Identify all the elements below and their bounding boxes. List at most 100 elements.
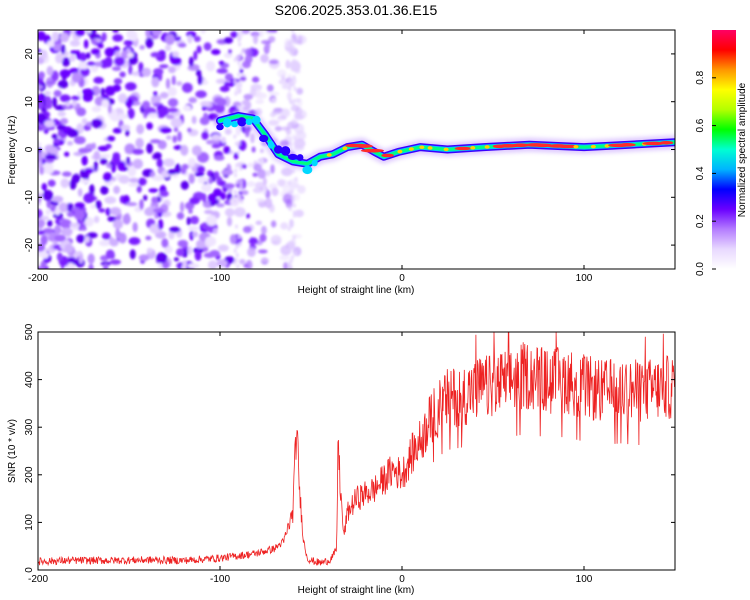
spectrogram-noise-blob: [59, 69, 71, 78]
spectrogram-noise-blob: [86, 52, 91, 59]
spectrogram-noise-blob: [168, 66, 176, 74]
spectrogram-noise-blob: [291, 245, 295, 250]
spectrogram-noise-blob: [124, 82, 137, 91]
ridge-blob: [252, 115, 261, 125]
spectrogram-x-tick-label: 0: [399, 273, 405, 284]
spectrogram-noise-blob: [71, 72, 82, 83]
spectrogram-noise-blob: [98, 208, 106, 213]
spectrogram-noise-blob: [54, 224, 62, 235]
spectrogram-noise-blob: [182, 105, 192, 112]
ridge-blob: [216, 123, 224, 131]
spectrogram-x-tick-label: -200: [28, 273, 48, 284]
spectrogram-noise-blob: [265, 189, 271, 199]
ridge-blob: [280, 146, 291, 156]
spectrogram-noise-blob: [195, 239, 204, 249]
spectrogram-noise-blob: [181, 82, 193, 93]
ridge-hotspot: [326, 153, 332, 157]
colorbar-ticks: 0.0 0.2 0.4 0.6 0.8: [695, 70, 716, 276]
spectrogram-noise-blob: [46, 198, 52, 209]
spectrogram-noise-blob: [210, 48, 221, 56]
spectrogram-noise-blob: [217, 244, 229, 252]
spectrogram-y-tick-label: -20: [24, 237, 35, 252]
spectrogram-noise-blob: [202, 193, 207, 203]
spectrogram-noise-blob: [38, 71, 46, 79]
spectrogram-noise-blob: [103, 56, 113, 68]
spectrogram-noise-blob: [294, 120, 298, 125]
spectrogram-noise-blob: [170, 56, 182, 66]
spectrogram-noise-blob: [197, 151, 210, 163]
spectrogram-noise-blob: [99, 158, 108, 165]
ridge-hotspot: [356, 144, 373, 148]
spectrogram-noise-blob: [47, 179, 56, 187]
spectrogram-noise-blob: [120, 124, 131, 131]
spectrogram-noise-blob: [239, 187, 243, 192]
spectrogram-noise-blob: [42, 163, 54, 169]
snr-x-tick-label: -200: [28, 574, 48, 585]
spectrogram-noise-blob: [255, 99, 265, 104]
ridge-hotspot: [484, 145, 490, 149]
spectrogram-noise-blob: [159, 64, 169, 69]
spectrogram-noise-blob: [46, 80, 57, 85]
ridge-hotspot: [408, 147, 414, 151]
spectrogram-noise-blob: [213, 97, 224, 104]
spectrogram-y-tick-label: -10: [24, 190, 35, 205]
spectrogram-noise-blob: [270, 234, 282, 246]
spectrogram-noise-blob: [117, 93, 128, 104]
spectrogram-noise-blob: [190, 215, 200, 225]
spectrogram-noise-blob: [271, 97, 277, 104]
spectrogram-noise-blob: [85, 143, 96, 150]
snr-y-tick-label: 400: [24, 371, 35, 388]
spectrogram-noise-blob: [51, 201, 59, 206]
spectrogram-noise-blob: [51, 133, 58, 140]
spectrogram-noise-blob: [291, 77, 297, 84]
spectrogram-noise-blob: [281, 167, 293, 177]
spectrogram-noise-blob: [100, 87, 105, 96]
spectrogram-noise-blob: [84, 167, 94, 174]
spectrogram-noise-blob: [38, 113, 47, 123]
spectrogram-noise-blob: [238, 242, 242, 247]
spectrogram-noise-blob: [44, 120, 55, 128]
spectrogram-noise-blob: [194, 250, 202, 261]
spectrogram-noise-blob: [128, 182, 140, 187]
spectrogram-noise-blob: [294, 69, 301, 74]
spectrogram-noise-blob: [238, 88, 242, 93]
spectrogram-noise-blob: [40, 260, 47, 269]
ridge-hotspot: [454, 146, 472, 151]
spectrogram-noise-blob: [244, 127, 250, 138]
spectrogram-noise-blob: [125, 202, 138, 207]
spectrogram-noise-blob: [279, 255, 291, 261]
spectrogram-noise-blob: [45, 209, 51, 216]
spectrogram-noise-blob: [43, 166, 54, 174]
spectrogram-noise-blob: [268, 119, 280, 126]
spectrogram-noise-blob: [243, 93, 253, 101]
colorbar-tick-label: 0.6: [695, 118, 706, 132]
spectrogram-noise-blob: [44, 90, 51, 96]
spectrogram-noise-blob: [224, 208, 235, 217]
spectrogram-noise-blob: [53, 138, 61, 144]
spectrogram-noise-blob: [86, 61, 96, 66]
snr-x-axis-title: Height of straight line (km): [298, 585, 415, 596]
snr-x-tick-label: 0: [399, 574, 405, 585]
spectrogram-noise-blob: [288, 129, 292, 134]
spectrogram-noise-blob: [40, 251, 49, 259]
spectrogram-noise-blob: [146, 142, 153, 154]
spectrogram-noise-blob: [164, 246, 173, 254]
spectrogram-noise-blob: [251, 146, 256, 153]
spectrogram-y-tick-label: 0: [24, 146, 35, 152]
spectrogram-noise-blob: [89, 184, 95, 195]
spectrogram-noise-blob: [92, 39, 98, 45]
spectrogram-noise-blob: [112, 30, 119, 33]
spectrogram-noise-blob: [112, 219, 124, 230]
spectrogram-noise-blob: [246, 181, 256, 187]
colorbar-tick-label: 0.4: [695, 166, 706, 180]
spectrogram-noise-blob: [211, 134, 221, 141]
spectrogram-noise-blob: [111, 154, 121, 166]
spectrogram-noise-blob: [294, 176, 298, 182]
spectrogram-noise-blob: [205, 60, 216, 72]
spectrogram-noise-blob: [42, 228, 54, 234]
spectrogram-noise-blob: [291, 39, 295, 44]
spectrogram-noise-blob: [261, 225, 267, 235]
spectrogram-noise-blob: [288, 98, 293, 104]
spectrogram-noise-blob: [277, 117, 283, 122]
spectrogram-noise-blob: [234, 224, 239, 229]
